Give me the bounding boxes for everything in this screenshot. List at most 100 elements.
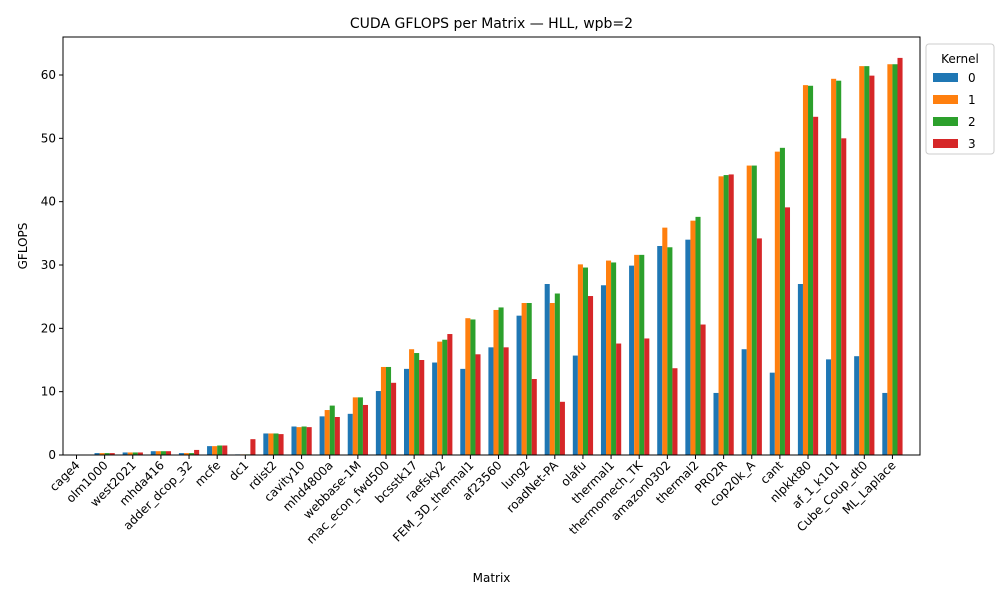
bar-kernel-3-amazon0302	[672, 368, 678, 455]
bar-kernel-0-nlpkkt80	[797, 284, 803, 455]
bar-kernel-0-roadNet-PA	[544, 284, 550, 455]
bar-kernel-2-adder_dcop_32	[189, 453, 195, 455]
bar-kernel-3-Cube_Coup_dt0	[869, 75, 875, 455]
bar-kernel-1-nlpkkt80	[802, 85, 809, 455]
bar-kernel-1-west2021	[127, 452, 133, 455]
bar-kernel-2-mhd4800a	[329, 405, 335, 455]
bar-kernel-0-mcfe	[207, 446, 213, 455]
legend-swatch-2	[933, 117, 958, 126]
bar-kernel-1-thermal2	[690, 220, 696, 455]
bar-kernel-1-cavity10	[296, 427, 302, 455]
bar-kernel-2-cop20k_A	[751, 165, 757, 456]
bar-kernel-3-adder_dcop_32	[194, 449, 200, 455]
y-tick-label: 30	[41, 258, 56, 272]
bar-kernel-3-bcsstk17	[419, 360, 425, 455]
bar-kernel-2-roadNet-PA	[554, 293, 560, 455]
legend-title: Kernel	[941, 52, 979, 66]
bar-kernel-2-raefsky2	[442, 339, 448, 455]
bar-kernel-3-nlpkkt80	[813, 116, 819, 456]
bar-kernel-1-adder_dcop_32	[183, 453, 190, 455]
legend-swatch-1	[933, 95, 958, 104]
bar-kernel-0-olm1000	[94, 453, 100, 455]
bar-kernel-3-olafu	[588, 296, 594, 455]
bar-kernel-1-lung2	[521, 303, 527, 455]
bar-kernel-2-thermal2	[695, 216, 701, 455]
bar-kernel-1-raefsky2	[437, 341, 443, 455]
bar-kernel-1-mac_econ_fwd500	[380, 366, 386, 455]
bar-kernel-0-thermomech_TK	[629, 265, 635, 455]
y-axis-label: GFLOPS	[16, 223, 30, 270]
bar-kernel-3-mhd4800a	[334, 417, 340, 455]
bar-kernel-3-cant	[784, 207, 791, 455]
bar-kernel-2-FEM_3D_thermal1	[470, 319, 476, 455]
bar-kernel-1-cop20k_A	[746, 165, 752, 456]
bar-kernel-0-Cube_Coup_dt0	[854, 356, 860, 455]
legend-label-0: 0	[968, 71, 976, 85]
bar-kernel-2-mac_econ_fwd500	[385, 366, 392, 455]
bar-kernel-3-mac_econ_fwd500	[391, 382, 397, 455]
legend-label-2: 2	[968, 115, 976, 129]
bar-kernel-1-cant	[774, 151, 780, 455]
bar-kernel-0-mhd4800a	[319, 416, 325, 455]
bar-kernel-3-raefsky2	[447, 334, 453, 455]
bar-kernel-0-lung2	[516, 315, 522, 455]
y-tick-label: 10	[41, 385, 56, 399]
legend-box	[925, 43, 995, 155]
bar-kernel-3-af_1_k101	[841, 138, 847, 456]
chart-title: CUDA GFLOPS per Matrix — HLL, wpb=2	[350, 16, 633, 32]
bar-kernel-3-west2021	[137, 452, 143, 455]
bar-kernel-0-amazon0302	[657, 246, 663, 455]
bar-kernel-3-dc1	[250, 439, 256, 455]
legend: Kernel 0 1 2 3	[925, 43, 995, 155]
bar-kernel-1-PR02R	[718, 176, 724, 456]
bar-kernel-0-mac_econ_fwd500	[375, 391, 381, 455]
bar-kernel-2-af23560	[498, 307, 504, 455]
bar-kernel-0-af_1_k101	[826, 359, 832, 455]
bar-kernel-0-thermal2	[685, 239, 691, 455]
bar-kernel-3-cop20k_A	[756, 238, 762, 455]
y-axis: 0 10 20 30 40 50 60	[41, 68, 63, 462]
bar-kernel-1-ML_Laplace	[887, 64, 893, 455]
bar-kernel-0-ML_Laplace	[882, 392, 888, 455]
bar-kernel-3-roadNet-PA	[559, 401, 565, 455]
bar-kernel-1-bcsstk17	[409, 349, 415, 455]
bar-kernel-1-af23560	[493, 309, 499, 455]
bar-kernel-0-west2021	[122, 452, 128, 455]
bar-kernel-1-olafu	[577, 264, 583, 455]
bar-kernel-1-webbase-1M	[352, 397, 358, 455]
bar-kernel-1-mcfe	[212, 446, 218, 455]
bar-kernel-3-ML_Laplace	[897, 57, 903, 456]
bar-kernel-0-FEM_3D_thermal1	[460, 368, 466, 455]
bar-kernel-2-mcfe	[217, 445, 223, 455]
plot-frame	[62, 36, 921, 456]
bar-kernel-3-mhda416	[165, 451, 172, 455]
bar-kernel-1-af_1_k101	[831, 78, 837, 456]
bar-kernel-3-mcfe	[222, 445, 228, 455]
bar-kernel-3-af23560	[503, 347, 509, 455]
bar-kernel-0-cavity10	[291, 426, 297, 455]
bar-kernel-1-roadNet-PA	[549, 303, 555, 455]
bar-kernel-0-af23560	[488, 347, 494, 455]
bar-kernel-2-olm1000	[104, 453, 110, 455]
y-tick-label: 0	[48, 448, 56, 462]
bar-kernel-1-FEM_3D_thermal1	[465, 318, 471, 455]
bar-kernel-3-webbase-1M	[362, 404, 368, 455]
bar-kernel-1-thermomech_TK	[634, 254, 640, 455]
bar-kernel-3-PR02R	[728, 174, 734, 455]
bar-kernel-0-webbase-1M	[347, 413, 353, 455]
bar-kernel-2-ML_Laplace	[892, 64, 898, 455]
bar-kernel-2-cavity10	[301, 426, 307, 455]
bar-kernel-3-thermal1	[616, 343, 622, 455]
bar-kernel-0-bcsstk17	[403, 368, 410, 455]
bar-kernel-2-thermal1	[611, 262, 617, 455]
bar-kernel-1-olm1000	[99, 453, 105, 455]
y-tick-label: 20	[41, 321, 56, 335]
bar-kernel-1-mhda416	[155, 451, 161, 455]
bar-kernel-0-cop20k_A	[741, 349, 747, 455]
bar-kernel-3-rdist2	[278, 434, 284, 455]
bar-kernel-1-Cube_Coup_dt0	[859, 66, 865, 455]
bar-kernel-3-thermomech_TK	[644, 338, 650, 455]
bar-kernel-3-FEM_3D_thermal1	[475, 354, 481, 455]
x-axis-label: Matrix	[473, 571, 511, 585]
